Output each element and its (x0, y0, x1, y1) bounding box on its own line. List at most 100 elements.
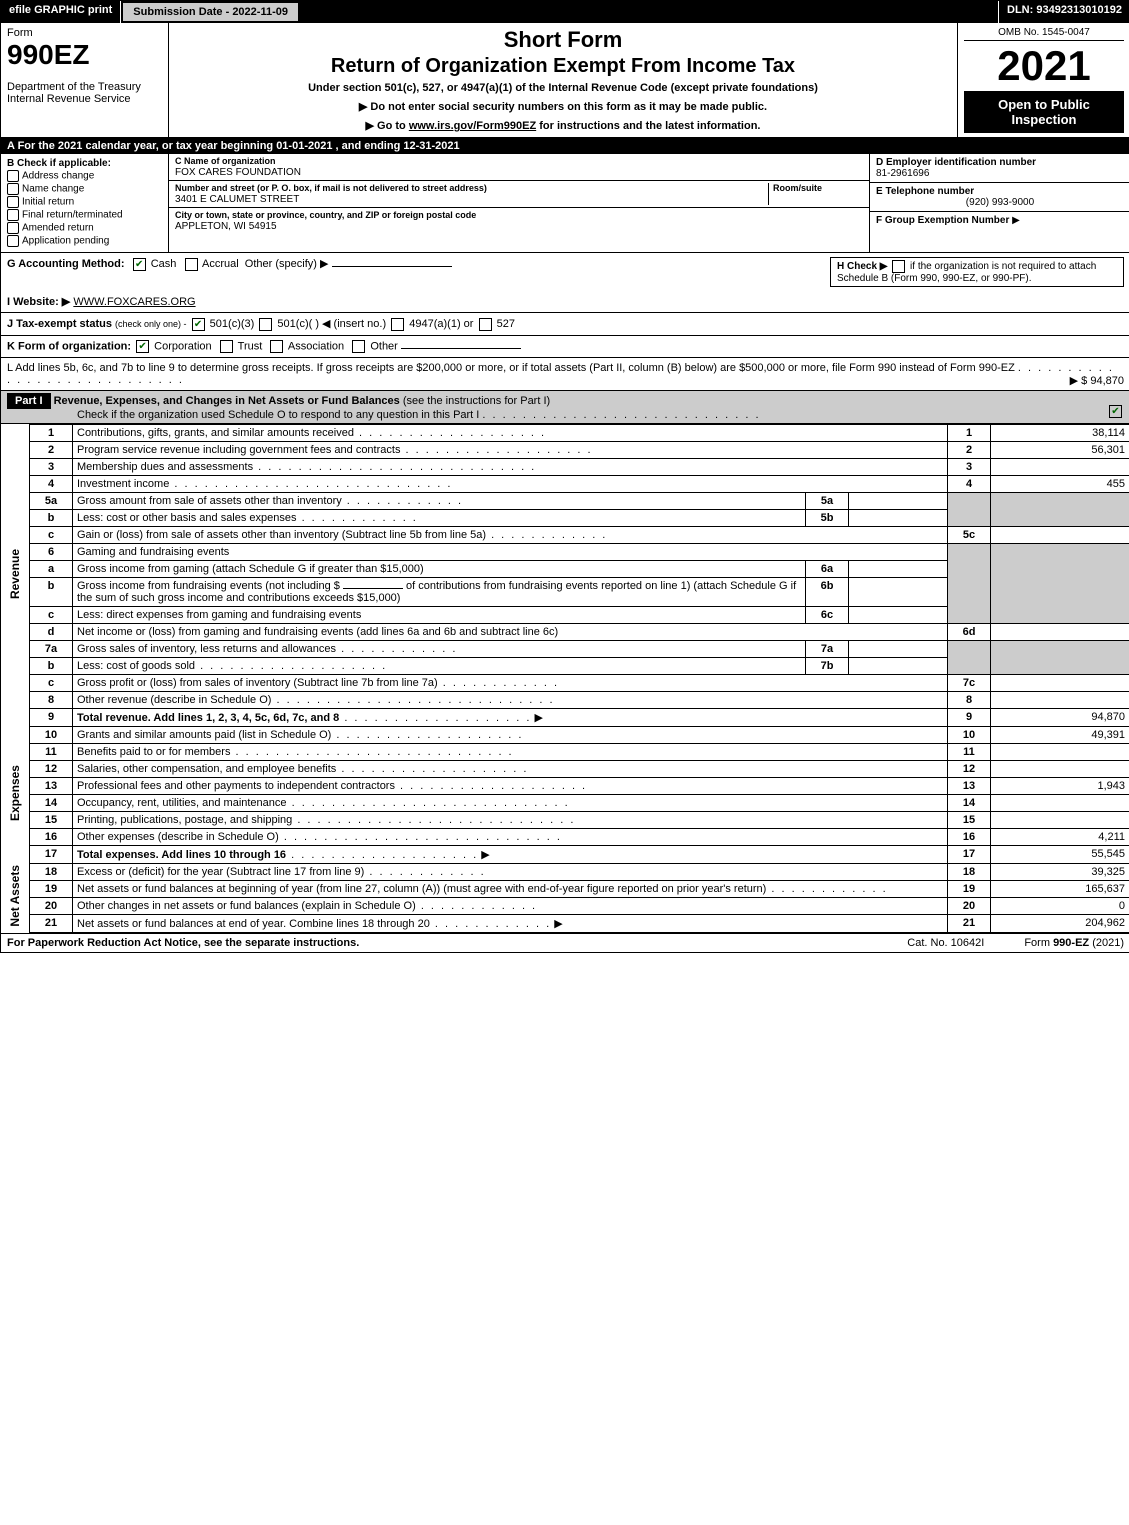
line6-greybox (948, 543, 991, 623)
line6d-desc: Net income or (loss) from gaming and fun… (77, 626, 558, 638)
line7b-desc: Less: cost of goods sold (77, 660, 195, 672)
row-j-tax-status: J Tax-exempt status (check only one) - 5… (1, 313, 1129, 336)
netassets-section-label: Net Assets (1, 863, 30, 932)
cb-other-org[interactable] (352, 340, 365, 353)
line14-desc: Occupancy, rent, utilities, and maintena… (77, 797, 287, 809)
cb-initial-return[interactable] (7, 196, 19, 208)
cb-name-change[interactable] (7, 183, 19, 195)
cat-number: Cat. No. 10642I (907, 937, 984, 949)
cb-schedule-b[interactable] (892, 260, 905, 273)
line5a-subamt (849, 492, 948, 509)
line19-desc: Net assets or fund balances at beginning… (77, 883, 766, 895)
line6-desc: Gaming and fundraising events (77, 546, 229, 558)
form-footer-pre: Form (1024, 937, 1053, 949)
line6b-blank[interactable] (343, 588, 403, 589)
cb-schedule-o-used[interactable] (1109, 405, 1122, 418)
efile-print-label[interactable]: efile GRAPHIC print (1, 1, 121, 23)
line21-num: 21 (30, 914, 73, 932)
line5b-num: b (30, 509, 73, 526)
cb-final-return[interactable] (7, 209, 19, 221)
line6d-num: d (30, 623, 73, 640)
cb-4947[interactable] (391, 318, 404, 331)
box-b-header: B Check if applicable: (7, 158, 111, 169)
cb-initial-return-label: Initial return (22, 197, 74, 208)
line5b-sub: 5b (806, 509, 849, 526)
opt-association: Association (288, 340, 344, 352)
org-city: APPLETON, WI 54915 (175, 221, 277, 232)
line7a-num: 7a (30, 640, 73, 657)
part1-title-note: (see the instructions for Part I) (403, 395, 550, 407)
submission-date-label: Submission Date - 2022-11-09 (122, 2, 299, 22)
line8-box: 8 (948, 691, 991, 708)
line14-num: 14 (30, 794, 73, 811)
other-label: Other (specify) ▶ (245, 258, 329, 270)
line5c-amt (991, 526, 1129, 543)
form-title-block: Short Form Return of Organization Exempt… (169, 23, 957, 137)
line20-box: 20 (948, 897, 991, 914)
line5-greybox (948, 492, 991, 526)
form-word: Form (7, 27, 162, 39)
cb-501c3[interactable] (192, 318, 205, 331)
irs-link[interactable]: www.irs.gov/Form990EZ (409, 120, 536, 132)
line7c-num: c (30, 674, 73, 691)
line7a-sub: 7a (806, 640, 849, 657)
line3-box: 3 (948, 458, 991, 475)
page-footer: For Paperwork Reduction Act Notice, see … (1, 933, 1129, 952)
other-specify-input[interactable] (332, 266, 452, 267)
part1-label: Part I (7, 393, 51, 409)
opt-corporation: Corporation (154, 340, 211, 352)
other-org-input[interactable] (401, 348, 521, 349)
title-short-form: Short Form (177, 27, 949, 53)
cb-application-pending[interactable] (7, 235, 19, 247)
line10-box: 10 (948, 726, 991, 743)
line3-amt (991, 458, 1129, 475)
opt-501c: 501(c)( ) ◀ (insert no.) (277, 318, 386, 330)
line12-num: 12 (30, 760, 73, 777)
tax-year: 2021 (964, 45, 1124, 87)
line11-desc: Benefits paid to or for members (77, 746, 230, 758)
form-footer-id: Form 990-EZ (2021) (1024, 937, 1124, 949)
section-a-taxyear: A For the 2021 calendar year, or tax yea… (1, 138, 1129, 154)
line19-num: 19 (30, 880, 73, 897)
line1-desc: Contributions, gifts, grants, and simila… (77, 427, 354, 439)
line9-num: 9 (30, 708, 73, 726)
line7a-desc: Gross sales of inventory, less returns a… (77, 643, 336, 655)
cb-cash[interactable] (133, 258, 146, 271)
cb-accrual[interactable] (185, 258, 198, 271)
opt-other-org: Other (370, 340, 398, 352)
line14-box: 14 (948, 794, 991, 811)
line3-num: 3 (30, 458, 73, 475)
omb-number: OMB No. 1545-0047 (964, 27, 1124, 41)
cb-amended-return[interactable] (7, 222, 19, 234)
cb-association[interactable] (270, 340, 283, 353)
line21-box: 21 (948, 914, 991, 932)
opt-trust: Trust (238, 340, 263, 352)
part1-title: Revenue, Expenses, and Changes in Net As… (54, 395, 400, 407)
line15-desc: Printing, publications, postage, and shi… (77, 814, 292, 826)
cb-corporation[interactable] (136, 340, 149, 353)
form-header: Form 990EZ Department of the Treasury In… (1, 23, 1129, 138)
line1-num: 1 (30, 424, 73, 441)
form-footer-bold: 990-EZ (1053, 937, 1089, 949)
line6d-box: 6d (948, 623, 991, 640)
line7c-box: 7c (948, 674, 991, 691)
cb-527[interactable] (479, 318, 492, 331)
form-footer-post: (2021) (1089, 937, 1124, 949)
line6a-sub: 6a (806, 560, 849, 577)
line7b-num: b (30, 657, 73, 674)
line7c-amt (991, 674, 1129, 691)
room-label: Room/suite (773, 183, 822, 193)
cb-trust[interactable] (220, 340, 233, 353)
cb-501c[interactable] (259, 318, 272, 331)
expenses-section-label: Expenses (1, 726, 30, 863)
line16-box: 16 (948, 828, 991, 845)
cb-address-change[interactable] (7, 170, 19, 182)
line12-box: 12 (948, 760, 991, 777)
line15-amt (991, 811, 1129, 828)
cb-address-change-label: Address change (22, 171, 94, 182)
form-page: efile GRAPHIC print Submission Date - 20… (0, 0, 1129, 953)
website-value[interactable]: WWW.FOXCARES.ORG (73, 296, 195, 308)
line9-desc: Total revenue. Add lines 1, 2, 3, 4, 5c,… (77, 712, 339, 724)
city-label: City or town, state or province, country… (175, 210, 476, 220)
line19-amt: 165,637 (991, 880, 1129, 897)
